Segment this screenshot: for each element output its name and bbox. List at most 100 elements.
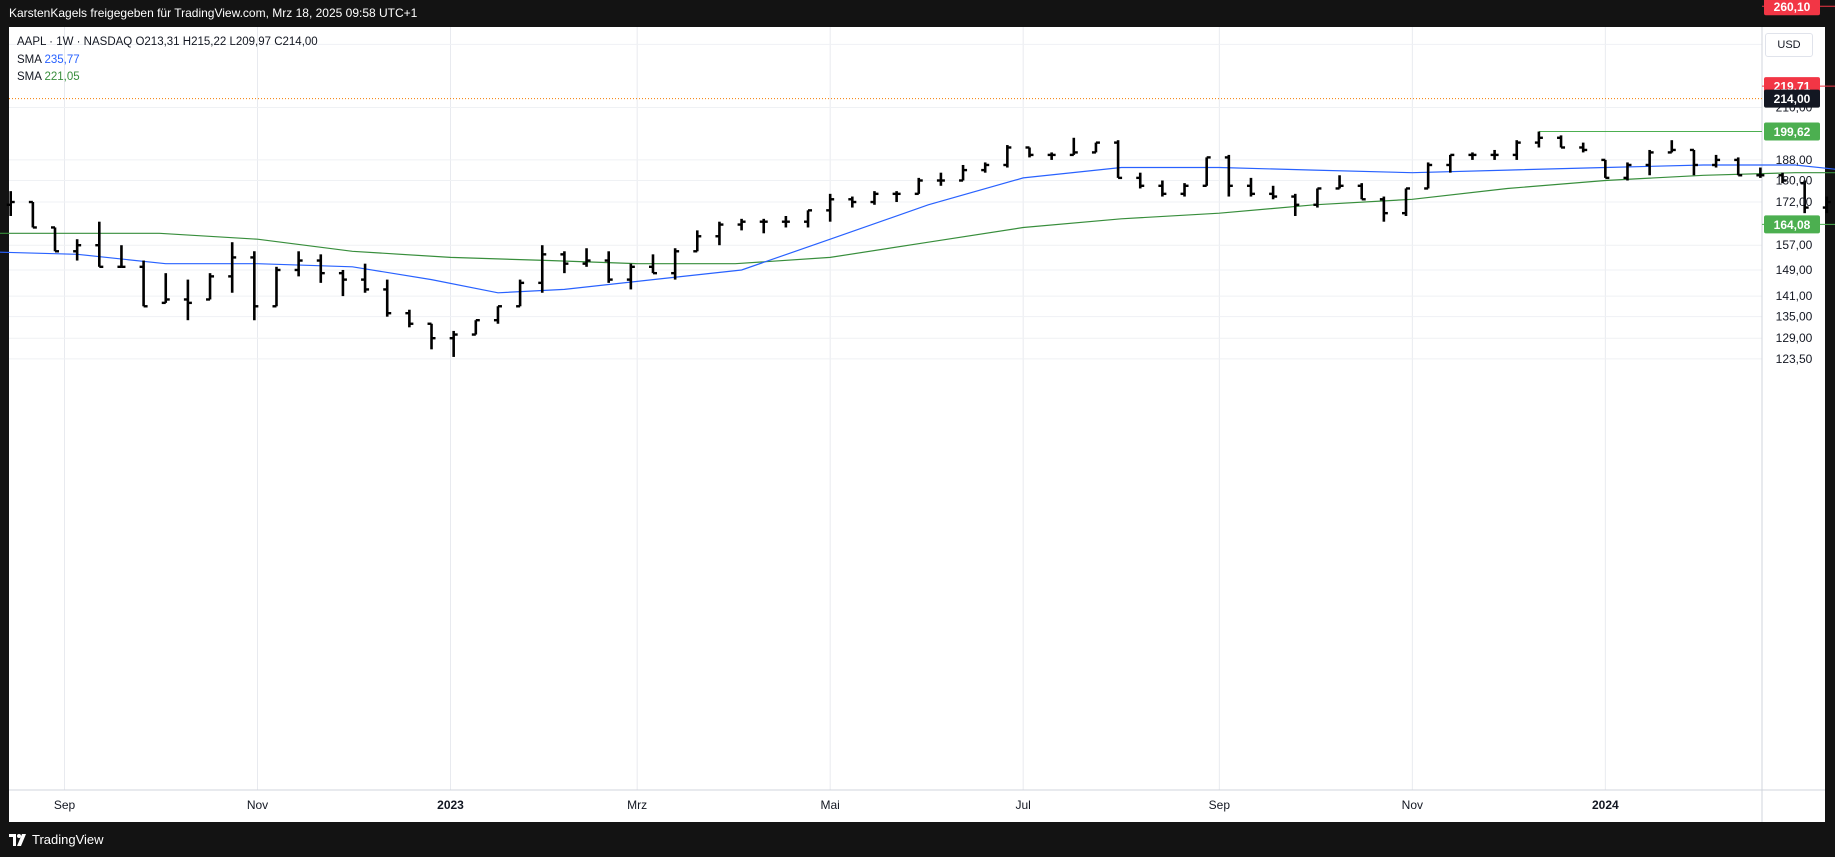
ohlc-bar (1534, 131, 1543, 148)
publish-header: KarstenKagels freigegeben für TradingVie… (0, 0, 1835, 27)
ohlc-bar (737, 218, 746, 231)
y-tick-label: 141,00 (1776, 289, 1813, 303)
ohlc-bar (1402, 187, 1411, 216)
ohlc-bar (1468, 152, 1477, 160)
legend-sma-fast-label: SMA (17, 53, 42, 66)
ohlc-bar (95, 221, 104, 269)
footer-brand[interactable]: TradingView (9, 832, 104, 847)
ohlc-bar (1202, 156, 1211, 187)
ohlc-bar (427, 322, 436, 350)
level-tag: 260,10 (1774, 0, 1811, 14)
y-tick-label: 123,50 (1776, 352, 1813, 366)
ohlc-bar (206, 273, 215, 301)
ohlc-bar (1667, 140, 1676, 154)
ohlc-bar (981, 162, 990, 173)
ohlc-bar (1557, 135, 1566, 149)
publish-text: KarstenKagels freigegeben für TradingVie… (9, 6, 418, 20)
ohlc-bar (161, 273, 170, 305)
currency-button[interactable]: USD (1765, 33, 1813, 57)
ohlc-bar (316, 254, 325, 283)
ohlc-bar (117, 245, 126, 269)
y-tick-label: 157,00 (1776, 238, 1813, 252)
x-tick-label: Jul (1016, 798, 1031, 812)
ohlc-bar (1822, 196, 1831, 214)
y-tick-label: 135,00 (1776, 310, 1813, 324)
x-tick-label: 2024 (1592, 798, 1619, 812)
ohlc-bar (1645, 149, 1654, 176)
ohlc-bar (383, 279, 392, 317)
ohlc-bar (1446, 153, 1455, 173)
ohlc-bar (804, 209, 813, 228)
x-tick-label: Mrz (627, 798, 647, 812)
ohlc-bar (1136, 172, 1145, 189)
ohlc-bar (1579, 142, 1588, 153)
ohlc-bar (560, 251, 569, 274)
x-tick-label: Nov (247, 798, 268, 812)
legend-ohlc: O213,31 H215,22 L209,97 C214,00 (135, 36, 318, 48)
ohlc-bar (1269, 185, 1278, 200)
ohlc-bar (51, 226, 60, 253)
ohlc-bar (139, 260, 148, 308)
ohlc-bar (1158, 180, 1167, 197)
ohlc-bar (892, 191, 901, 203)
ohlc-bar (183, 279, 192, 321)
ohlc-bar (1424, 162, 1433, 190)
level-tag-bg (1764, 0, 1820, 16)
ohlc-bar (1778, 172, 1787, 184)
ohlc-bar (626, 263, 635, 290)
ohlc-bar (250, 251, 259, 321)
y-tick-label: 188,00 (1776, 153, 1813, 167)
ohlc-bar (1047, 152, 1056, 160)
last-price-tag: 214,00 (1774, 92, 1811, 106)
ohlc-bar (582, 248, 591, 267)
ohlc-bar (449, 330, 458, 357)
legend-sma-slow-value: 221,05 (44, 71, 80, 83)
y-tick-label: 149,00 (1776, 263, 1813, 277)
ohlc-bar (538, 245, 547, 293)
ohlc-bar (294, 251, 303, 277)
ohlc-bar (1091, 141, 1100, 154)
ohlc-bar (1379, 196, 1388, 222)
ohlc-bar (1623, 162, 1632, 181)
level-tag: 164,08 (1774, 218, 1811, 232)
level-tag-bg (1764, 122, 1820, 141)
ohlc-bar (1246, 177, 1255, 197)
ohlc-bar (1712, 154, 1721, 168)
ohlc-bar (648, 254, 657, 275)
legend-symbol-row[interactable]: AAPL · 1W · NASDAQ O213,31 H215,22 L209,… (17, 34, 318, 52)
legend-sma-slow-row[interactable]: SMA 221,05 (17, 69, 318, 87)
ohlc-bar (1313, 187, 1322, 208)
sma-fast-line (0, 164, 1835, 294)
ohlc-bar (715, 221, 724, 246)
ohlc-bar (1114, 140, 1123, 180)
ohlc-bar (604, 251, 613, 283)
ohlc-bar (936, 172, 945, 186)
legend-sma-fast-row[interactable]: SMA 235,77 (17, 52, 318, 70)
footer-brand-label: TradingView (32, 832, 104, 847)
ohlc-bar (1003, 145, 1012, 168)
ohlc-bar (1800, 180, 1809, 214)
ohlc-bar (1734, 157, 1743, 177)
y-tick-label: 172,00 (1776, 195, 1813, 209)
legend-symbol: AAPL · 1W · NASDAQ (17, 36, 133, 48)
ohlc-bar (848, 196, 857, 208)
level-tag: 199,62 (1774, 125, 1811, 139)
ohlc-bar (759, 218, 768, 234)
x-tick-label: Sep (1209, 798, 1231, 812)
sma-slow-line (0, 172, 1835, 265)
ohlc-bar (471, 319, 480, 336)
ohlc-bar (338, 269, 347, 297)
ohlc-bar (73, 239, 82, 261)
ohlc-bar (272, 266, 281, 308)
ohlc-bar (28, 200, 37, 229)
ohlc-bar (693, 230, 702, 253)
ohlc-bar (914, 177, 923, 196)
ohlc-bar (1180, 183, 1189, 197)
ohlc-bar (1490, 149, 1499, 160)
ohlc-bar (1224, 154, 1233, 197)
ohlc-bar (1025, 146, 1034, 158)
ohlc-bar (228, 242, 237, 293)
ohlc-bar (1069, 137, 1078, 157)
ohlc-bar (1756, 167, 1765, 178)
